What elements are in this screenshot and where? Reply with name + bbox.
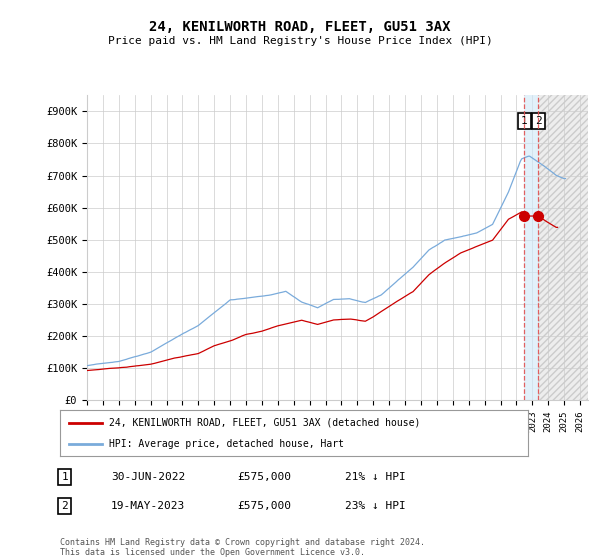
Text: 1: 1 — [61, 472, 68, 482]
Text: 19-MAY-2023: 19-MAY-2023 — [111, 501, 185, 511]
Bar — [524, 95, 538, 400]
Text: HPI: Average price, detached house, Hart: HPI: Average price, detached house, Hart — [109, 439, 344, 449]
Text: 30-JUN-2022: 30-JUN-2022 — [111, 472, 185, 482]
Text: 2: 2 — [61, 501, 68, 511]
Bar — [538, 95, 588, 400]
Text: Price paid vs. HM Land Registry's House Price Index (HPI): Price paid vs. HM Land Registry's House … — [107, 36, 493, 46]
Text: £575,000: £575,000 — [237, 501, 291, 511]
Text: Contains HM Land Registry data © Crown copyright and database right 2024.
This d: Contains HM Land Registry data © Crown c… — [60, 538, 425, 557]
Text: £575,000: £575,000 — [237, 472, 291, 482]
Text: 1: 1 — [521, 116, 528, 126]
Text: 21% ↓ HPI: 21% ↓ HPI — [345, 472, 406, 482]
Text: 2: 2 — [535, 116, 542, 126]
Text: 23% ↓ HPI: 23% ↓ HPI — [345, 501, 406, 511]
Text: 24, KENILWORTH ROAD, FLEET, GU51 3AX (detached house): 24, KENILWORTH ROAD, FLEET, GU51 3AX (de… — [109, 418, 421, 428]
Text: 24, KENILWORTH ROAD, FLEET, GU51 3AX: 24, KENILWORTH ROAD, FLEET, GU51 3AX — [149, 20, 451, 34]
